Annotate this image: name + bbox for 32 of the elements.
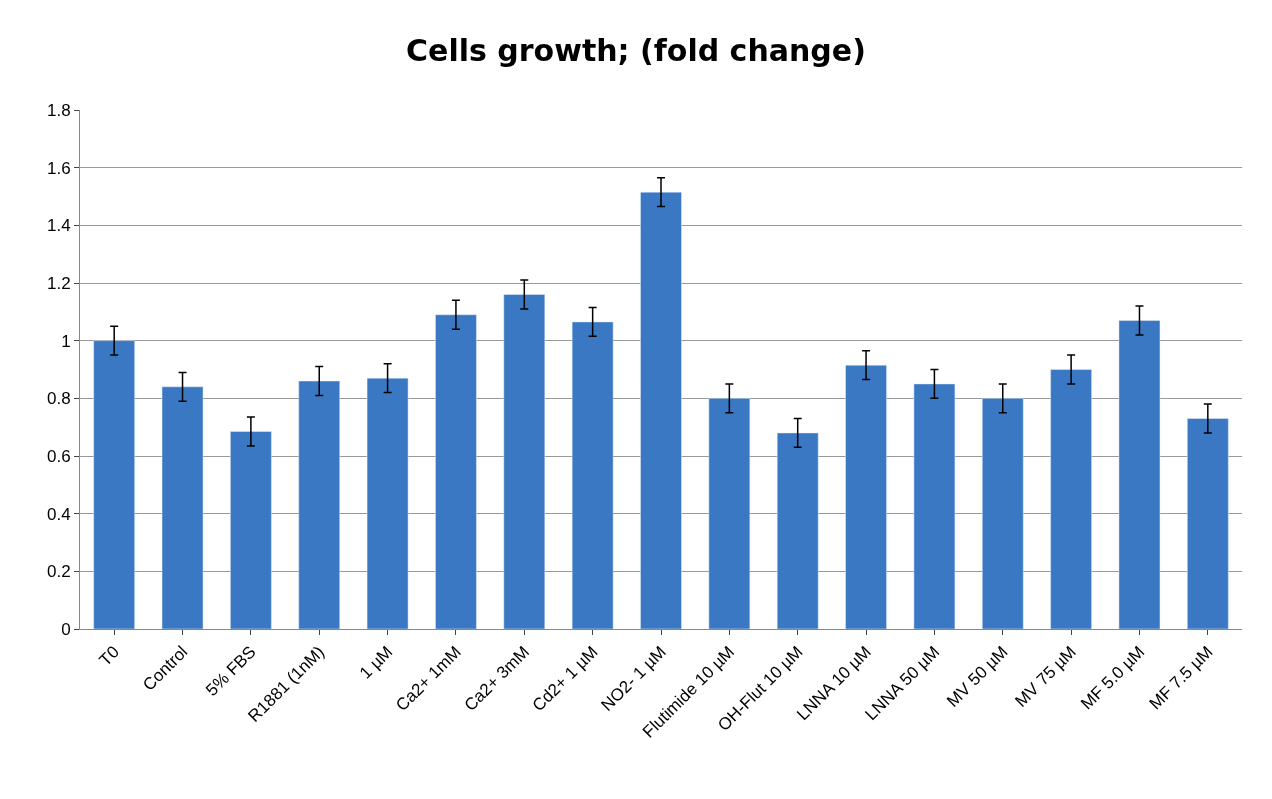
bar: [708, 398, 751, 629]
y-tick-label: 0.4: [46, 504, 71, 524]
bar: [913, 383, 956, 629]
y-tick-label: 0.6: [46, 446, 71, 466]
y-tick-label: 0: [61, 619, 71, 639]
bar: [366, 377, 409, 629]
bar: [1050, 369, 1092, 629]
x-tick-label: MV 50 µM: [943, 642, 1012, 711]
y-tick-label: 1.6: [46, 158, 71, 178]
y-tick-label: 0.8: [46, 389, 71, 409]
bar: [161, 386, 204, 629]
x-tick-label: 1 µM: [356, 642, 397, 683]
bar: [640, 191, 682, 629]
bar: [298, 380, 340, 629]
y-tick-label: 0.2: [46, 562, 71, 582]
bar: [1187, 418, 1229, 629]
bar: [1118, 320, 1161, 629]
y-tick-label: 1.4: [46, 216, 71, 236]
bar: [982, 398, 1024, 629]
chart-title: Cells growth; (fold change): [406, 32, 866, 68]
bar: [503, 294, 546, 629]
y-tick-label: 1.2: [46, 273, 71, 293]
bar: [93, 340, 135, 629]
y-tick-label: 1.8: [46, 100, 71, 120]
x-tick-label: T0: [95, 642, 124, 670]
bar: [776, 432, 819, 629]
x-tick-label: MV 75 µM: [1011, 642, 1080, 711]
bar: [845, 364, 887, 629]
bar: [571, 321, 614, 629]
y-tick-label: 1: [61, 331, 71, 351]
bar: [435, 314, 477, 629]
bar: [230, 431, 272, 629]
